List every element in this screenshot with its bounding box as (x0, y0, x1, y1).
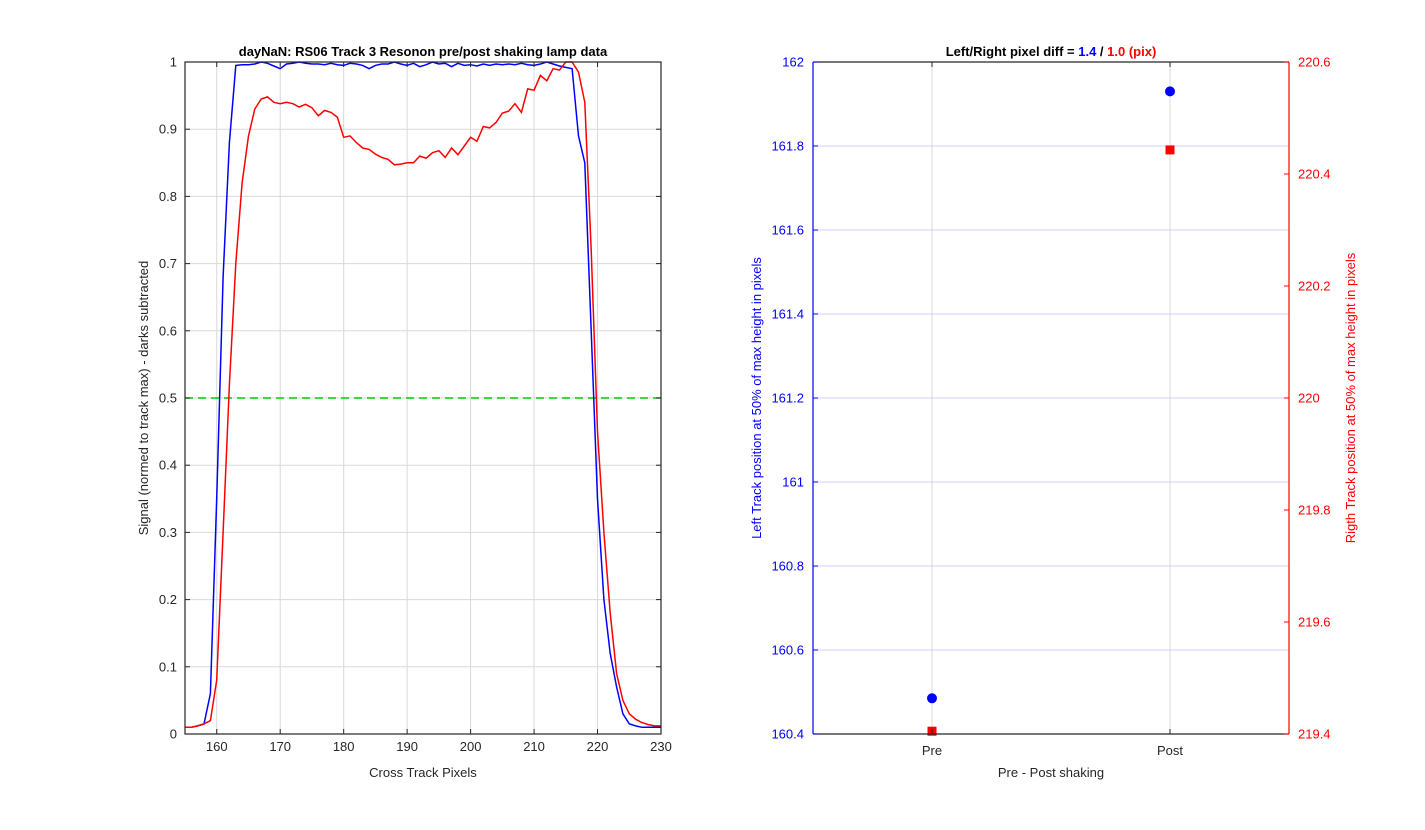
left-y-tick-label: 161.6 (771, 223, 804, 238)
right-point-post (1165, 145, 1175, 155)
y-tick-label: 0.7 (159, 256, 177, 271)
x-tick-label: 200 (460, 739, 482, 754)
left-y-tick-label: 161.8 (771, 139, 804, 154)
title-left-value: 1.4 (1078, 44, 1097, 59)
left-chart-title: dayNaN: RS06 Track 3 Resonon pre/post sh… (239, 44, 608, 59)
x-tick-label: 220 (587, 739, 609, 754)
left-line-chart: 160 170 180 190 200 210 220 230 0 0.1 0.2 0.3 0.4 0.5… (136, 44, 672, 780)
left-y-tick-label: 161 (782, 475, 804, 490)
y-tick-label: 0.3 (159, 525, 177, 540)
title-prefix: Left/Right pixel diff = (946, 44, 1079, 59)
x-tick-label-post: Post (1157, 743, 1183, 758)
y-tick-label: 0.2 (159, 592, 177, 607)
right-y-tick-label: 220.6 (1298, 55, 1331, 70)
left-ticks: 160 170 180 190 200 210 220 230 0 0.1 0.2 0.3 0.4 0.5… (159, 55, 672, 755)
x-tick-label: 210 (523, 739, 545, 754)
y-tick-label: 0.4 (159, 458, 177, 473)
y-tick-label: 1 (170, 55, 177, 70)
x-tick-label: 230 (650, 739, 672, 754)
y-tick-label: 0 (170, 727, 177, 742)
left-y-tick-label: 160.6 (771, 643, 804, 658)
left-point-pre (927, 693, 937, 704)
right-y-tick-label: 219.8 (1298, 503, 1331, 518)
series-line-blue (185, 61, 661, 729)
right-chart-title: Left/Right pixel diff = 1.4 / 1.0 (pix) (946, 44, 1157, 59)
y-tick-label: 0.1 (159, 659, 177, 674)
right-y-tick-label: 219.6 (1298, 615, 1331, 630)
right-x-axis-label: Pre - Post shaking (998, 765, 1104, 780)
right-left-y-axis-label: Left Track position at 50% of max height… (749, 257, 764, 539)
left-x-axis-label: Cross Track Pixels (369, 765, 477, 780)
x-tick-label: 180 (333, 739, 355, 754)
left-y-tick-label: 162 (782, 55, 804, 70)
left-y-axis-label: Signal (normed to track max) - darks sub… (136, 261, 151, 536)
right-y-tick-label: 220.4 (1298, 167, 1331, 182)
y-tick-label: 0.6 (159, 323, 177, 338)
right-y-tick-label: 220.2 (1298, 279, 1331, 294)
title-separator: / (1096, 44, 1107, 59)
x-tick-label-pre: Pre (922, 743, 942, 758)
y-tick-label: 0.8 (159, 189, 177, 204)
title-right-value: 1.0 (pix) (1107, 44, 1156, 59)
y-tick-label: 0.5 (159, 391, 177, 406)
left-point-post (1165, 86, 1175, 97)
right-ticks: Pre Post 160.4 160.6 160.8 161 161.2 161.4 161.6… (771, 55, 1330, 759)
right-y-tick-label: 220 (1298, 391, 1320, 406)
right-scatter-chart: Pre Post 160.4 160.6 160.8 161 161.2 161.4 161.6… (749, 44, 1358, 780)
series-line-red (185, 61, 661, 729)
right-right-y-axis-label: Rigth Track position at 50% of max heigh… (1343, 252, 1358, 543)
left-y-tick-label: 160.8 (771, 559, 804, 574)
x-tick-label: 190 (396, 739, 418, 754)
left-y-tick-label: 161.2 (771, 391, 804, 406)
left-y-tick-label: 161.4 (771, 307, 804, 322)
left-series-group (185, 61, 661, 729)
y-tick-label: 0.9 (159, 122, 177, 137)
x-tick-label: 170 (269, 739, 291, 754)
right-y-tick-label: 219.4 (1298, 727, 1331, 742)
left-y-tick-label: 160.4 (771, 727, 804, 742)
x-tick-label: 160 (206, 739, 228, 754)
